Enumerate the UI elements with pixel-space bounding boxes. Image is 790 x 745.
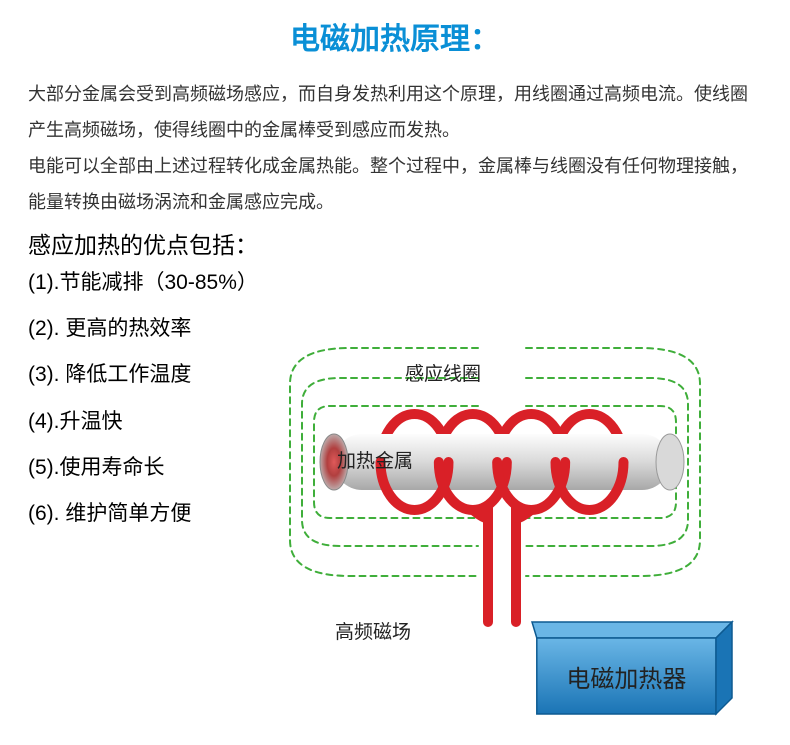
metal-label: 加热金属 xyxy=(337,446,413,473)
advantages-subtitle: 感应加热的优点包括： xyxy=(0,226,790,260)
page-title: 电磁加热原理： xyxy=(0,14,790,58)
description-text: 大部分金属会受到高频磁场感应，而自身发热利用这个原理，用线圈通过高频电流。使线圈… xyxy=(0,76,790,220)
coil-label: 感应线圈 xyxy=(405,359,481,386)
heater-label: 电磁加热器 xyxy=(537,638,716,714)
field-label: 高频磁场 xyxy=(335,617,411,644)
coil-leads xyxy=(473,506,531,622)
